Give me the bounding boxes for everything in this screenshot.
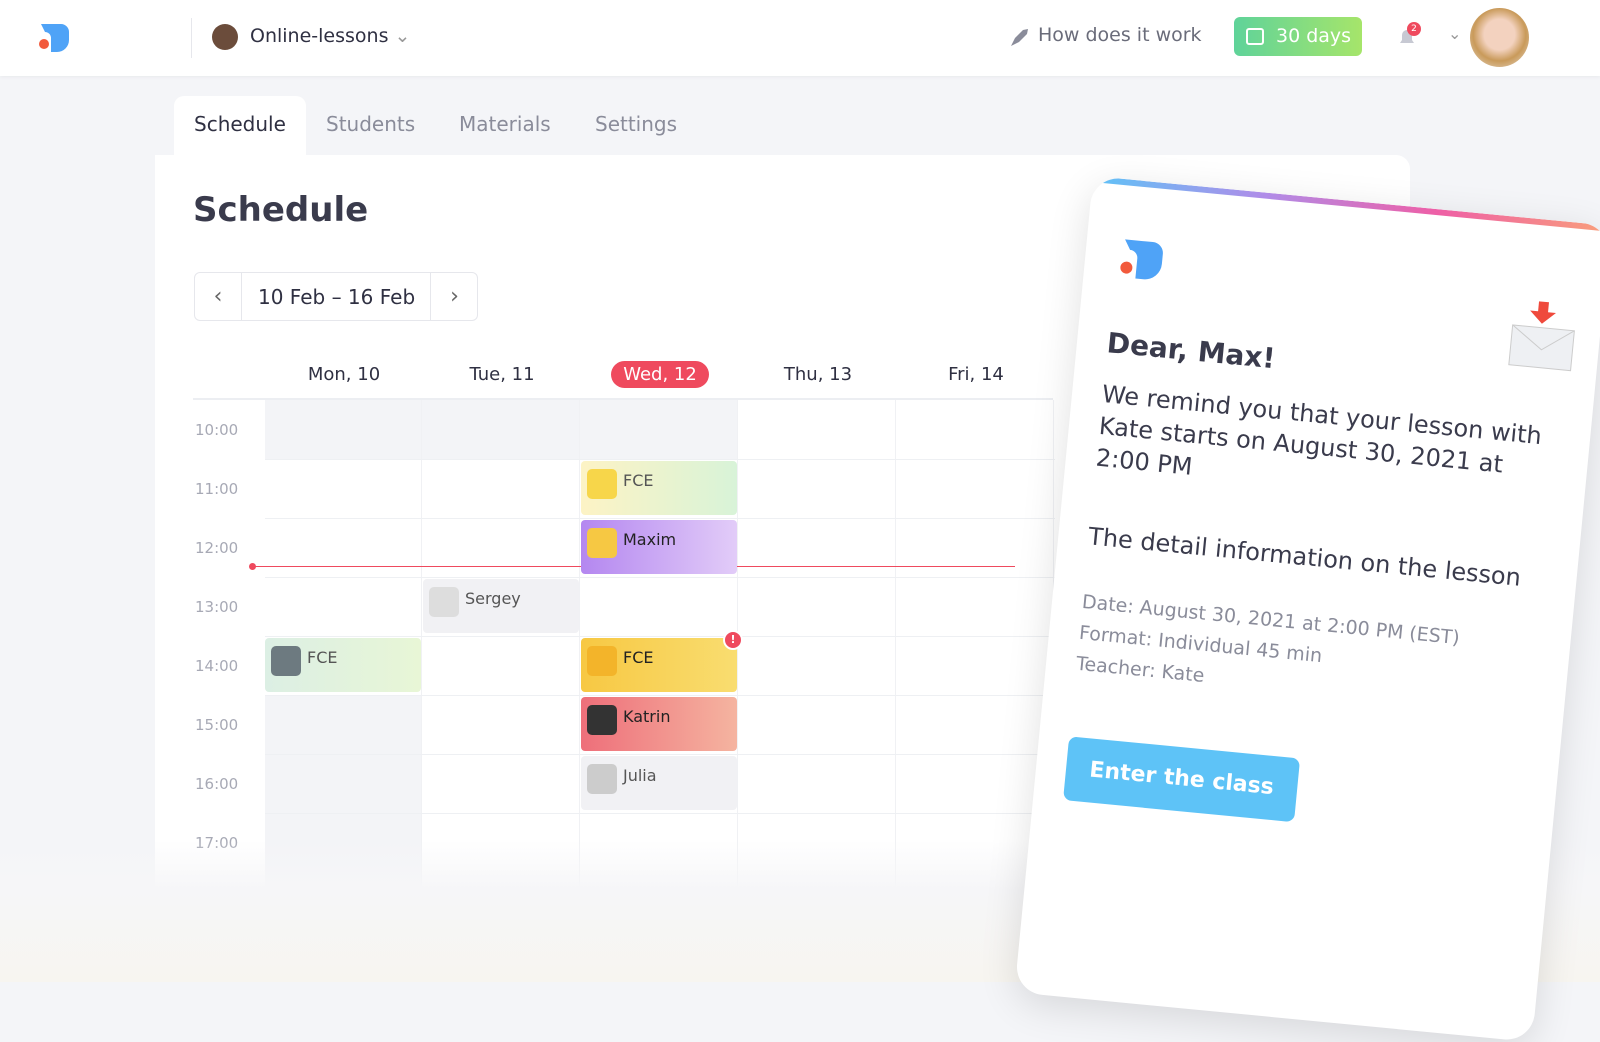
day-label: Tue, 11 bbox=[469, 364, 535, 385]
row-line bbox=[265, 577, 1055, 578]
user-avatar[interactable] bbox=[1470, 8, 1529, 67]
time-label: 10:00 bbox=[195, 421, 239, 439]
date-range: 10 Feb – 16 Feb bbox=[258, 285, 416, 309]
grid-header-line bbox=[193, 398, 1053, 400]
event-avatar bbox=[587, 764, 617, 794]
lesson-event[interactable]: Katrin bbox=[581, 697, 737, 751]
row-line bbox=[265, 695, 1055, 696]
enter-class-button[interactable]: Enter the class bbox=[1063, 736, 1301, 823]
day-header: Tue, 11 bbox=[423, 364, 581, 385]
event-avatar bbox=[587, 705, 617, 735]
event-avatar bbox=[587, 528, 617, 558]
day-label: Mon, 10 bbox=[307, 364, 381, 385]
workspace-select[interactable]: Online-lessons ⌄ bbox=[250, 25, 411, 47]
email-greeting: Dear, Max! bbox=[1105, 326, 1277, 376]
row-line bbox=[265, 813, 1055, 814]
trial-text: 30 days bbox=[1276, 25, 1352, 47]
notification-count: 2 bbox=[1407, 22, 1421, 36]
event-avatar bbox=[587, 469, 617, 499]
day-header: Fri, 14 bbox=[897, 364, 1055, 385]
help-link[interactable]: How does it work bbox=[1038, 24, 1202, 46]
today-label: Wed, 12 bbox=[611, 361, 709, 388]
header: Online-lessons ⌄ How does it work 30 day… bbox=[0, 0, 1600, 76]
event-avatar bbox=[429, 587, 459, 617]
event-avatar bbox=[271, 646, 301, 676]
day-label: Thu, 13 bbox=[783, 364, 853, 385]
time-label: 16:00 bbox=[195, 775, 239, 793]
day-label: Fri, 14 bbox=[948, 364, 1004, 385]
column-line bbox=[579, 400, 580, 890]
tab[interactable]: Settings bbox=[595, 112, 678, 136]
day-header: Mon, 10 bbox=[265, 364, 423, 385]
time-label: 15:00 bbox=[195, 716, 239, 734]
workspace-icon bbox=[212, 24, 238, 50]
event-avatar bbox=[587, 646, 617, 676]
lesson-event[interactable]: FCE bbox=[581, 461, 737, 515]
row-line bbox=[265, 636, 1055, 637]
lesson-event[interactable]: Julia bbox=[581, 756, 737, 810]
row-line bbox=[265, 459, 1055, 460]
rocket-icon bbox=[1011, 29, 1028, 46]
email-body: We remind you that your lesson with Kate… bbox=[1094, 379, 1543, 481]
day-header: Thu, 13 bbox=[739, 364, 897, 385]
time-label: 14:00 bbox=[195, 657, 239, 675]
past-shade bbox=[265, 400, 737, 459]
tab[interactable]: Students bbox=[326, 112, 416, 136]
tab[interactable]: Materials bbox=[459, 112, 551, 136]
time-label: 13:00 bbox=[195, 598, 239, 616]
logo bbox=[39, 24, 69, 52]
envelope-icon bbox=[1508, 301, 1575, 372]
now-dot bbox=[249, 563, 256, 570]
workspace-name: Online-lessons bbox=[250, 25, 389, 47]
email-details: Date: August 30, 2021 at 2:00 PM (EST) Fo… bbox=[1075, 587, 1461, 716]
lesson-event[interactable]: Sergey bbox=[423, 579, 579, 633]
page-title: Schedule bbox=[193, 190, 369, 230]
time-label: 11:00 bbox=[195, 480, 239, 498]
tab[interactable]: Schedule bbox=[174, 96, 306, 156]
column-line bbox=[895, 400, 896, 890]
lesson-event[interactable]: FCE bbox=[265, 638, 421, 692]
email-card: Dear, Max! We remind you that your lesso… bbox=[1014, 176, 1600, 1042]
next-week[interactable]: › bbox=[430, 273, 478, 320]
trial-badge[interactable]: 30 days bbox=[1234, 17, 1362, 56]
lesson-event[interactable]: Maxim bbox=[581, 520, 737, 574]
time-label: 12:00 bbox=[195, 539, 239, 557]
row-line bbox=[265, 754, 1055, 755]
alert-badge: ! bbox=[723, 630, 743, 650]
row-line bbox=[265, 518, 1055, 519]
lesson-event[interactable]: FCE bbox=[581, 638, 737, 692]
column-line bbox=[421, 400, 422, 890]
prev-week[interactable]: ‹ bbox=[195, 273, 242, 320]
day-header: Wed, 12 bbox=[581, 361, 739, 388]
email-subtitle: The detail information on the lesson bbox=[1087, 522, 1523, 592]
email-logo bbox=[1120, 239, 1163, 280]
date-picker: ‹ 10 Feb – 16 Feb › bbox=[194, 272, 478, 321]
